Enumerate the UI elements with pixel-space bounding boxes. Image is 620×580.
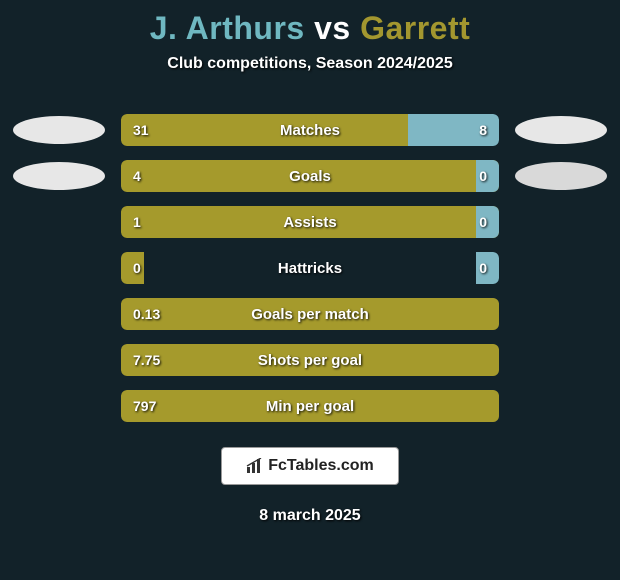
left-bar-fill — [121, 390, 499, 422]
stat-bar: 0.13Goals per match — [121, 298, 499, 330]
right-bar-fill — [476, 252, 499, 284]
stat-row: 40Goals — [0, 153, 620, 199]
right-side-cell — [502, 162, 620, 190]
left-side-cell — [0, 162, 118, 190]
comparison-table: 318Matches 40Goals 10Assists 00Hattricks 0.1… — [0, 107, 620, 429]
bars-icon — [246, 458, 264, 474]
stat-row: 10Assists — [0, 199, 620, 245]
subtitle: Club competitions, Season 2024/2025 — [0, 55, 620, 73]
vs-text: vs — [314, 10, 351, 46]
left-ellipse-icon — [13, 162, 105, 190]
right-side-cell — [502, 116, 620, 144]
stat-row: 0.13Goals per match — [0, 291, 620, 337]
stat-bar: 318Matches — [121, 114, 499, 146]
page-title: J. Arthurs vs Garrett — [0, 0, 620, 47]
left-bar-fill — [121, 206, 499, 238]
right-bar-fill — [476, 160, 499, 192]
date-text: 8 march 2025 — [259, 507, 360, 525]
left-bar-fill — [121, 160, 499, 192]
left-bar-fill — [121, 344, 499, 376]
brand-text: FcTables.com — [268, 457, 374, 475]
left-bar-fill — [121, 252, 144, 284]
left-side-cell — [0, 116, 118, 144]
stat-bar: 40Goals — [121, 160, 499, 192]
right-bar-fill — [408, 114, 499, 146]
stat-row: 7.75Shots per goal — [0, 337, 620, 383]
stat-row: 318Matches — [0, 107, 620, 153]
right-ellipse-icon — [515, 162, 607, 190]
stat-row: 00Hattricks — [0, 245, 620, 291]
stat-row: 797Min per goal — [0, 383, 620, 429]
player2-name: Garrett — [360, 10, 470, 46]
left-bar-fill — [121, 114, 408, 146]
right-ellipse-icon — [515, 116, 607, 144]
left-ellipse-icon — [13, 116, 105, 144]
stat-bar: 00Hattricks — [121, 252, 499, 284]
footer: FcTables.com 8 march 2025 — [0, 447, 620, 525]
stat-bar: 797Min per goal — [121, 390, 499, 422]
left-bar-fill — [121, 298, 499, 330]
brand-logo-box[interactable]: FcTables.com — [221, 447, 399, 485]
right-bar-fill — [476, 206, 499, 238]
stat-label: Hattricks — [121, 252, 499, 284]
stat-bar: 7.75Shots per goal — [121, 344, 499, 376]
stat-bar: 10Assists — [121, 206, 499, 238]
player1-name: J. Arthurs — [150, 10, 305, 46]
